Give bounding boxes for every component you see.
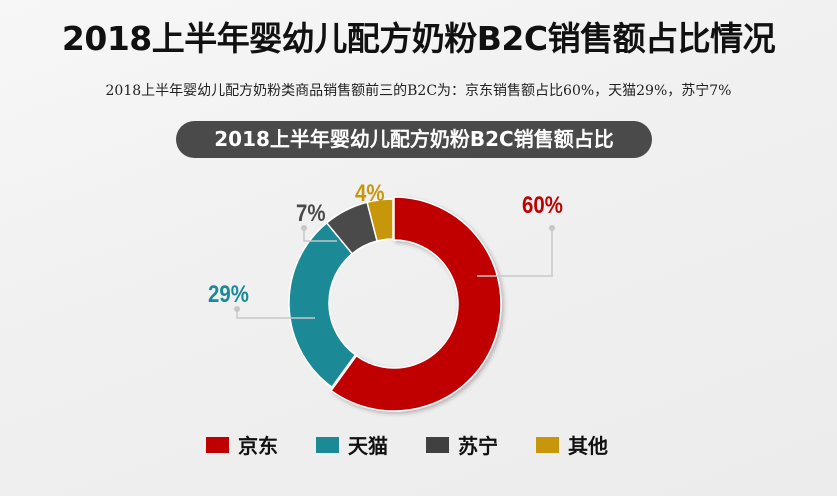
legend-item-suning: 苏宁 [426,430,498,459]
segment-other [366,198,394,242]
label-suning-pct: 7% [296,200,326,227]
legend-swatch-tmall [316,436,339,453]
chart-title-banner: 2018上半年婴幼儿配方奶粉B2C销售额占比 [176,121,652,158]
legend-label-tmall: 天猫 [348,434,388,458]
legend-swatch-other [536,436,559,453]
legend-swatch-suning [426,436,449,453]
leader-dots [234,225,555,312]
label-other-pct: 4% [355,180,385,207]
legend-label-other: 其他 [568,434,608,458]
page-subtitle: 2018上半年婴幼儿配方奶粉类商品销售额前三的B2C为：京东销售额占比60%，天… [105,83,732,99]
legend-swatch-jd [206,436,229,453]
legend-item-other: 其他 [536,430,608,459]
legend-item-jd: 京东 [206,430,278,459]
segment-jd [330,196,502,412]
label-jd-pct: 60% [522,192,563,219]
label-tmall-pct: 29% [208,281,249,308]
legend-item-tmall: 天猫 [316,430,388,459]
legend-label-suning: 苏宁 [458,434,498,458]
chart-legend: 京东 天猫 苏宁 其他 [206,430,646,459]
leader-lines [236,229,553,319]
page-title: 2018上半年婴幼儿配方奶粉B2C销售额占比情况 [61,19,776,58]
legend-label-jd: 京东 [238,434,278,458]
segment-tmall [288,221,357,389]
